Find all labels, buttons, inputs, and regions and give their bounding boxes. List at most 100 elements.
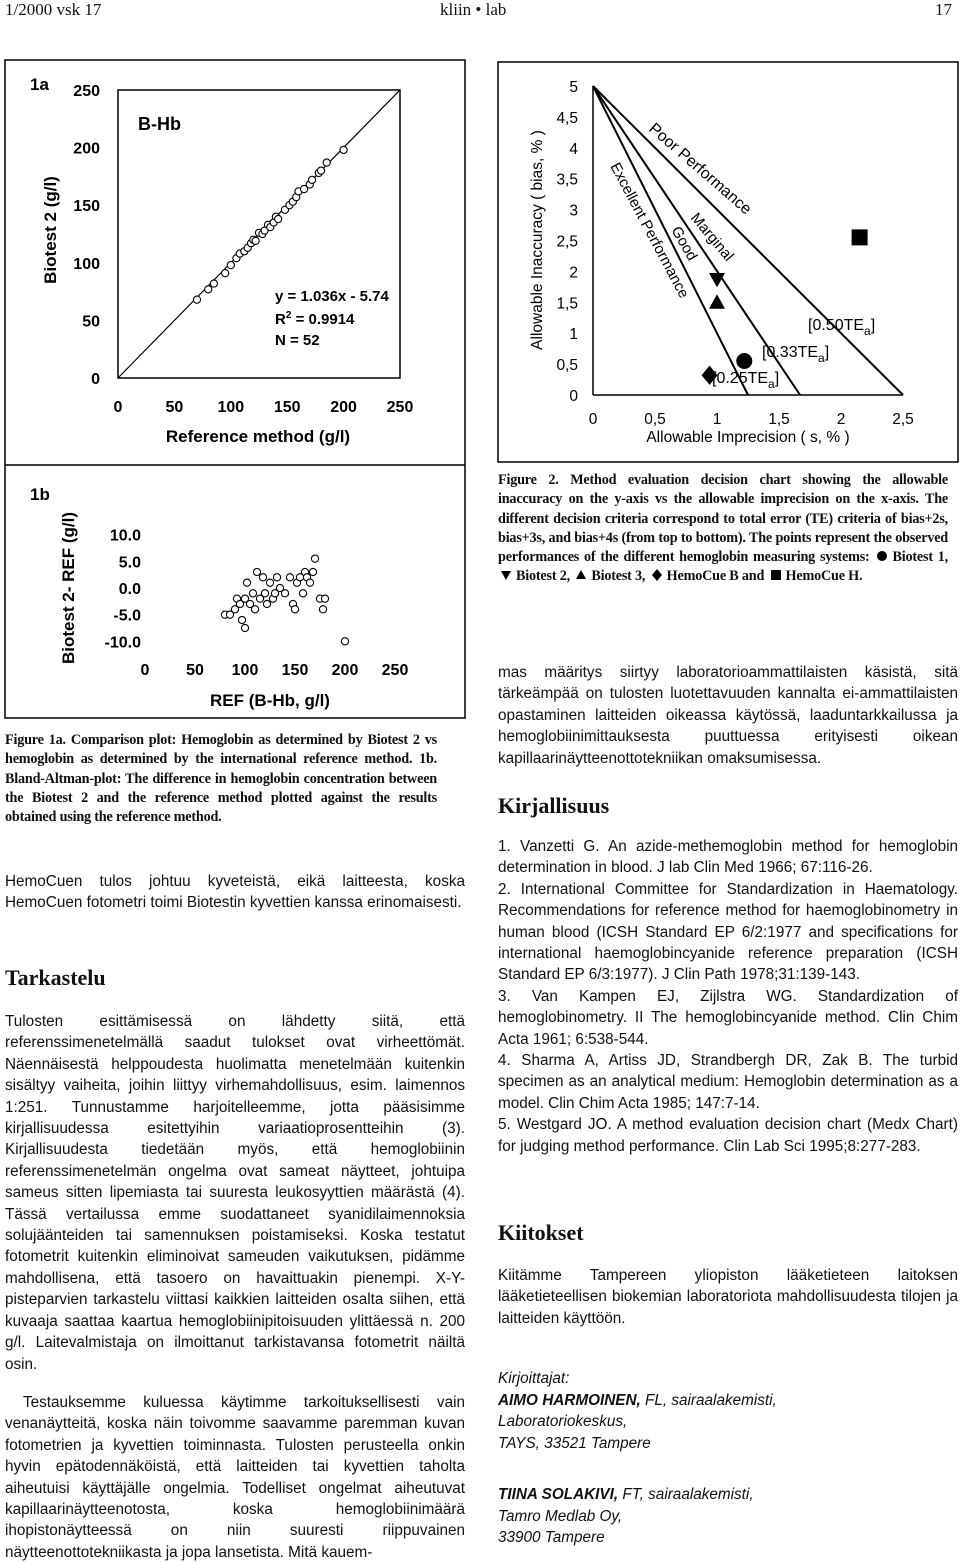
paragraph: mas määritys siirtyy laboratorioammattil… [498, 664, 958, 767]
data-point [240, 594, 250, 603]
y-tick-label: 5.0 [119, 554, 141, 571]
criteria-labels: [0.50TEa][0.33TEa][0.25TEa] [712, 317, 875, 391]
y-axis-label: Biotest 2 (g/l) [41, 176, 60, 284]
zone-label: Poor Performance [645, 120, 754, 218]
annotation-text: R [275, 311, 286, 328]
y-tick-label: 200 [73, 141, 100, 158]
criteria-sub: a [768, 377, 775, 391]
section-heading: Kirjallisuus [498, 793, 610, 818]
marker [501, 571, 511, 581]
y-tick-label: 1,5 [556, 295, 578, 312]
figure-2-frame [497, 61, 959, 463]
data-point [242, 578, 252, 587]
legend-entry: HemoCue H. [785, 568, 863, 585]
author-line: 33900 Tampere [498, 1529, 605, 1547]
y-tick-label: 5 [569, 79, 578, 96]
author: AIMO HARMOINEN, FL, sairaalakemisti, Labo… [498, 1390, 958, 1454]
x-tick-label: 150 [274, 399, 301, 416]
x-tick-label: 0 [141, 662, 150, 679]
figure-1-frame [4, 59, 466, 719]
author-line: Tamro Medlab Oy, [498, 1507, 623, 1525]
annotation-sup: 2 [286, 310, 292, 321]
data-point [237, 615, 247, 625]
panel-title: B-Hb [138, 114, 181, 134]
x-axis-label: REF (B-Hb, g/l) [210, 691, 330, 710]
reference: 3. Van Kampen EJ, Zijlstra WG. Standardi… [498, 987, 958, 1048]
x-tick-label: 50 [186, 662, 204, 679]
data-point [221, 269, 230, 278]
y-tick-label: -10.0 [105, 634, 142, 651]
data-point [251, 236, 260, 246]
y-tick-label: 0 [91, 371, 100, 388]
plot-frame [117, 89, 401, 379]
data-point [230, 605, 240, 614]
criteria-end: ] [775, 370, 779, 387]
legend-symbol [576, 570, 587, 580]
author-title: FL, sairaalakemisti, [640, 1392, 777, 1409]
marker [576, 570, 587, 580]
criteria-end: ] [871, 317, 875, 334]
data-point [310, 554, 320, 563]
data-point [235, 599, 245, 609]
x-tick-label: 250 [382, 662, 409, 679]
marker [877, 551, 888, 562]
data-point [298, 589, 308, 598]
criteria-sub: a [818, 351, 825, 365]
legend-symbol [770, 570, 781, 581]
criteria-line [592, 85, 749, 396]
paragraph: HemoCuen tulos johtuu kyveteistä, eikä l… [5, 873, 465, 912]
y-tick-label: -5.0 [113, 608, 141, 625]
x-axis-label: Reference method (g/l) [166, 427, 350, 446]
x-tick-label: 200 [332, 662, 359, 679]
author-line: AIMO HARMOINEN, FL, sairaalakemisti, [498, 1390, 958, 1411]
annotation: y = 1.036x - 5.74 [275, 288, 389, 305]
data-point [250, 605, 260, 614]
data-point [290, 605, 300, 614]
data-point [320, 594, 330, 603]
header-page: 17 [935, 0, 952, 19]
data-point [245, 599, 255, 609]
caption-text: Figure 2. Method evaluation decision cha… [498, 472, 948, 566]
author-line: Laboratoriokeskus, [498, 1413, 628, 1431]
data-point [258, 573, 268, 582]
data-point [305, 578, 315, 587]
paragraph: Testauksemme kuluessa käytimme tarkoituk… [5, 1394, 465, 1561]
y-tick-label: 3,5 [556, 172, 578, 189]
data-point [275, 583, 285, 593]
criteria-end: ] [825, 344, 829, 361]
y-tick-label: 250 [73, 83, 100, 100]
x-tick-label: 1 [713, 411, 722, 428]
data-point [316, 166, 326, 175]
y-tick-label: 2 [569, 264, 578, 281]
reference-list: 1. Vanzetti G. An azide-methemoglobin me… [498, 836, 958, 1157]
marker [770, 570, 781, 581]
marker [851, 229, 868, 246]
y-axis-label: Biotest 2- REF (g/l) [59, 512, 78, 664]
authors: AIMO HARMOINEN, FL, sairaalakemisti, Labo… [498, 1390, 958, 1548]
data-point [255, 594, 265, 603]
data-point [192, 295, 202, 304]
panel-label: 1a [30, 75, 49, 94]
legend-entry: Biotest 2, [516, 568, 570, 585]
data-point [322, 158, 331, 167]
marker [736, 353, 753, 370]
x-tick-label: 100 [217, 399, 244, 416]
y-tick-label: 4 [569, 141, 578, 158]
data-point [280, 589, 290, 598]
y-tick-label: 10.0 [110, 528, 141, 545]
y-tick-label: 0,5 [556, 357, 578, 374]
reference: 2. International Committee for Standardi… [498, 880, 958, 984]
header-issue: 1/2000 vsk 17 [5, 0, 102, 19]
data-point [226, 260, 235, 270]
criteria-label: [0.33TEa] [762, 344, 829, 365]
data-point [285, 573, 295, 582]
x-tick-label: 150 [282, 662, 309, 679]
paragraph: Kiitämme Tampereen yliopiston lääketiete… [498, 1267, 958, 1327]
annotation: R2 = 0.9914 [275, 310, 355, 328]
data-point [270, 589, 280, 598]
y-tick-label: 150 [73, 198, 100, 215]
x-axis-label: Allowable Imprecision ( s, % ) [646, 429, 849, 446]
data-point [265, 578, 275, 587]
